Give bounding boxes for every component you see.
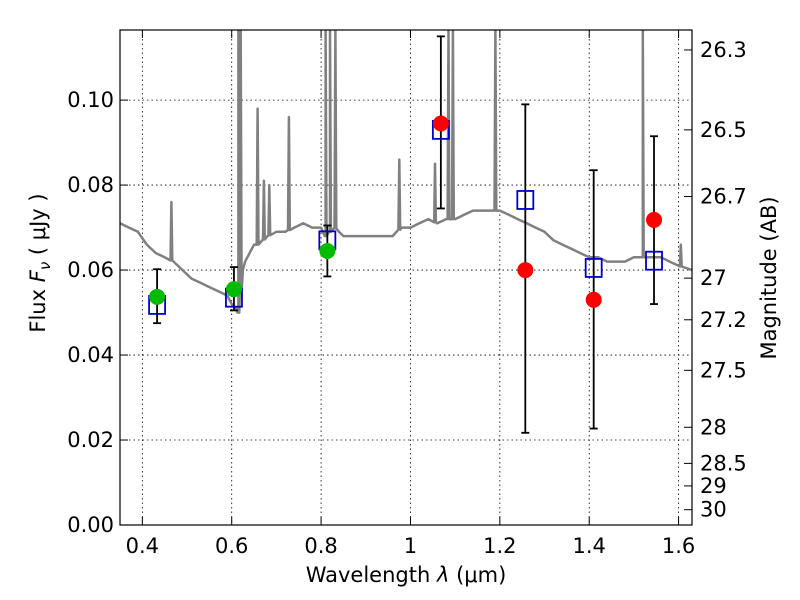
magnitude-tick-label: 27 (700, 266, 727, 290)
model-photometry-square (584, 258, 603, 278)
observed-photometry-point (225, 281, 242, 298)
x-tick-label: 1.4 (573, 534, 606, 558)
observed-photometry-point (646, 211, 663, 228)
x-tick-label: 0.6 (215, 534, 248, 558)
tick-layer: 0.4 0.6 0.8 1 1.2 1.4 1.6 0.00 0.02 0.04 0.06 0.08 0… (67, 30, 747, 558)
observed-photometry-point (319, 242, 336, 259)
observed-photometry-point (149, 288, 166, 305)
x-tick-label: 1 (404, 534, 417, 558)
observed-photometry-point (517, 262, 534, 279)
x-tick-label: 0.4 (126, 534, 159, 558)
observed-photometry-layer (149, 115, 663, 308)
x-tick-label: 1.2 (483, 534, 516, 558)
magnitude-tick-label: 30 (700, 498, 727, 522)
y-tick-label: 0.08 (67, 173, 114, 197)
template-spectrum-line (120, 30, 692, 314)
y-axis-label-left: Flux Fν ( μJy ) (26, 193, 54, 332)
magnitude-tick-label: 28.5 (700, 451, 747, 475)
y-tick-label: 0.06 (67, 258, 114, 282)
model-photometry-square (645, 250, 663, 271)
x-axis-label: Wavelength λ (μm) (306, 563, 507, 587)
x-tick-label: 1.6 (662, 534, 695, 558)
model-photometry-square (516, 190, 535, 210)
observed-photometry-point (432, 115, 449, 132)
magnitude-tick-label: 28 (700, 415, 727, 439)
magnitude-tick-label: 26.3 (700, 38, 747, 62)
model-photometry-layer (148, 119, 663, 315)
errorbar-layer (153, 35, 659, 434)
plot-frame (119, 29, 693, 526)
magnitude-tick-label: 29 (700, 474, 727, 498)
magnitude-tick-label: 27.5 (700, 358, 747, 382)
x-tick-label: 0.8 (304, 534, 337, 558)
grid-layer (120, 30, 692, 525)
magnitude-tick-label: 26.5 (700, 118, 747, 142)
observed-photometry-point (585, 291, 602, 308)
magnitude-tick-label: 26.7 (700, 185, 747, 209)
y-tick-label: 0.10 (67, 88, 114, 112)
y-tick-label: 0.00 (67, 513, 114, 537)
magnitude-tick-label: 27.2 (700, 308, 747, 332)
spectrum-layer (120, 30, 692, 314)
y-axis-label-right: Magnitude (AB) (757, 196, 781, 359)
y-tick-label: 0.02 (67, 428, 114, 452)
y-tick-label: 0.04 (67, 343, 114, 367)
